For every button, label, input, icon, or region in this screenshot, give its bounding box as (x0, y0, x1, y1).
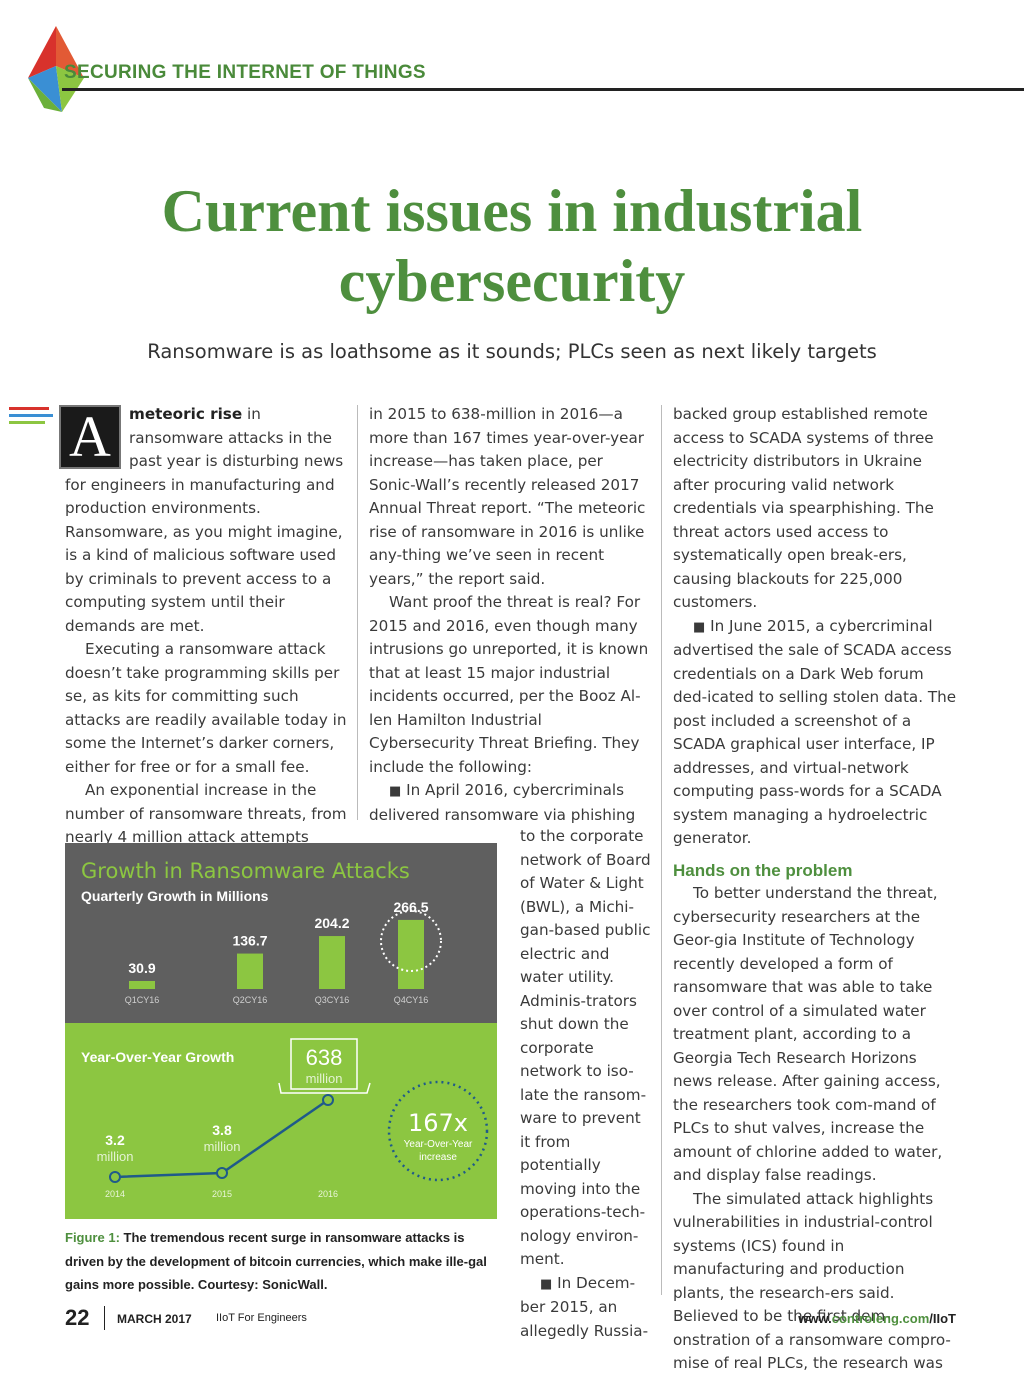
figure-caption: Figure 1: The tremendous recent surge in… (65, 1226, 495, 1297)
subhead: Hands on the problem (673, 859, 959, 883)
col3-paragraph-3: To better understand the threat, cyberse… (673, 882, 959, 1188)
line-unit-label: million (97, 1149, 134, 1164)
line-chart-title: Year-Over-Year Growth (81, 1049, 234, 1065)
callout-text-1: Year-Over-Year (404, 1139, 473, 1150)
bullet-icon: ■ (693, 620, 705, 635)
bar-category-label: Q2CY16 (233, 995, 268, 1005)
bullet-icon: ■ (389, 784, 401, 799)
column-divider-1 (357, 405, 358, 820)
article-subtitle: Ransomware is as loathsome as it sounds;… (60, 340, 964, 363)
col2-paragraph-3: In April 2016, cybercriminals delivered … (369, 781, 635, 824)
url-suffix: /IIoT (929, 1311, 956, 1326)
bar-value-label: 204.2 (314, 915, 349, 931)
line-value-label: 3.2 (105, 1132, 125, 1148)
col3-paragraph-2: In June 2015, a cybercriminal advertised… (673, 617, 956, 848)
column-3: backed group established remote access t… (673, 403, 959, 1376)
page-number: 22 (65, 1305, 89, 1331)
bar-chart-subtitle: Quarterly Growth in Millions (81, 888, 269, 904)
bar-Q3CY16 (319, 936, 345, 989)
col3-paragraph-1: backed group established remote access t… (673, 403, 959, 615)
dropcap: A (59, 405, 121, 469)
column-2: in 2015 to 638-million in 2016—a more th… (369, 403, 649, 827)
line-unit-label: million (306, 1071, 343, 1086)
lead-bold: meteoric rise (129, 405, 242, 423)
line-unit-label: million (204, 1139, 241, 1154)
line-value-label: 3.8 (212, 1122, 232, 1138)
col2-paragraph-1: in 2015 to 638-million in 2016—a more th… (369, 403, 649, 591)
x-axis-label: 2016 (318, 1189, 338, 1199)
bar-Q1CY16 (129, 981, 155, 989)
column-2-narrow: to the corporate network of Board of Wat… (520, 825, 652, 1343)
x-axis-label: 2014 (105, 1189, 125, 1199)
data-point-2014 (110, 1172, 120, 1182)
header-rule (62, 88, 1024, 91)
figure-caption-label: Figure 1: (65, 1230, 120, 1245)
issue-date: MARCH 2017 (117, 1312, 192, 1326)
bar-chart-title: Growth in Ransomware Attacks (81, 859, 410, 883)
data-point-2015 (217, 1168, 227, 1178)
x-axis-label: 2015 (212, 1189, 232, 1199)
article-title-line-2: cybersecurity (60, 246, 964, 316)
publication-name: IIoT For Engineers (216, 1312, 307, 1324)
col3-paragraph-4: The simulated attack highlights vulnerab… (673, 1188, 959, 1376)
article-title-line-1: Current issues in industrial (60, 176, 964, 246)
col2-narrow-paragraph-1: to the corporate network of Board of Wat… (520, 825, 652, 1272)
article-title: Current issues in industrial cybersecuri… (60, 176, 964, 316)
col2-paragraph-2: Want proof the threat is real? For 2015 … (369, 591, 649, 779)
bar-Q4CY16 (398, 920, 424, 989)
callout-text-2: increase (419, 1152, 457, 1163)
col1-paragraph-3: An exponential increase in the number of… (65, 779, 347, 850)
bar-Q2CY16 (237, 954, 263, 989)
col1-paragraph-2: Executing a ransomware attack doesn’t ta… (65, 638, 347, 779)
url-domain: controleng.com (832, 1311, 930, 1326)
ransomware-chart: Growth in Ransomware Attacks Quarterly G… (65, 843, 497, 1219)
bar-value-label: 266.5 (393, 899, 428, 915)
dropcap-stripes (9, 407, 57, 424)
bar-value-label: 136.7 (232, 933, 267, 949)
line-value-label: 638 (306, 1045, 343, 1070)
section-label: SECURING THE INTERNET OF THINGS (64, 62, 426, 84)
callout-value: 167x (408, 1109, 468, 1137)
data-point-2016 (323, 1095, 333, 1105)
bullet-icon: ■ (540, 1277, 552, 1292)
bar-category-label: Q4CY16 (394, 995, 429, 1005)
bar-value-label: 30.9 (128, 960, 155, 976)
footer-url[interactable]: www.controleng.com/IIoT (798, 1311, 956, 1326)
figure-caption-text: The tremendous recent surge in ransomwar… (65, 1230, 487, 1292)
footer-divider (104, 1306, 105, 1330)
bar-category-label: Q3CY16 (315, 995, 350, 1005)
bar-category-label: Q1CY16 (125, 995, 160, 1005)
url-prefix: www. (798, 1311, 831, 1326)
column-1: A meteoric rise in ransomware attacks in… (65, 403, 347, 850)
column-divider-2 (661, 405, 662, 1295)
